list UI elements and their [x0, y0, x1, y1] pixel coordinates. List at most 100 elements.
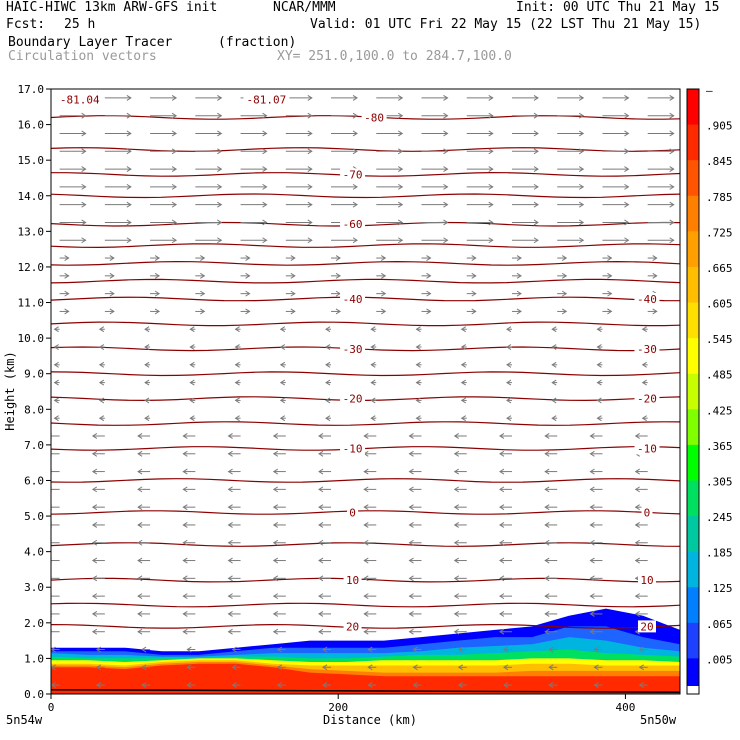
vector-arrowhead — [516, 290, 522, 297]
vector-arrowhead — [589, 575, 595, 582]
vector-arrowhead — [109, 255, 115, 261]
section-start-label: 5n54w — [6, 713, 43, 727]
vector-arrowhead — [561, 290, 568, 297]
vector-arrowhead — [81, 183, 87, 190]
vector-arrowhead — [561, 308, 568, 315]
vector-arrowhead — [276, 682, 283, 689]
vector-arrowhead — [443, 94, 449, 101]
vector-arrowhead — [589, 486, 595, 493]
vector-arrowhead — [499, 593, 505, 600]
vector-arrowhead — [408, 504, 414, 511]
vector-arrowhead — [370, 361, 376, 368]
vector-arrowhead — [154, 308, 161, 315]
y-tick-label: 14.0 — [18, 190, 45, 203]
section-end-label: 5n50w — [640, 713, 677, 727]
vector-arrowhead — [638, 664, 644, 671]
vector-arrowhead — [272, 628, 279, 635]
vector-arrowhead — [272, 486, 279, 493]
vector-arrowhead — [544, 504, 550, 511]
vector-arrowhead — [533, 94, 539, 101]
vector-arrowhead — [182, 539, 188, 546]
contour-label-bg — [634, 392, 660, 405]
vector-arrowhead — [318, 628, 324, 635]
vector-arrowhead — [200, 308, 206, 315]
vector-arrowhead — [443, 219, 449, 226]
vector-arrowhead — [272, 504, 279, 511]
vector-arrowhead — [141, 682, 147, 689]
vector-arrowhead — [460, 326, 467, 333]
vector-arrowhead — [370, 415, 376, 422]
vector-arrowhead — [426, 272, 432, 279]
vector-arrowhead — [408, 522, 414, 528]
vector-arrowhead — [64, 290, 70, 297]
vector-arrowhead — [578, 148, 585, 155]
vector-arrowhead — [624, 237, 630, 244]
vector-arrowhead — [325, 379, 331, 386]
contour-line — [51, 260, 680, 266]
vector-arrowhead — [398, 112, 404, 119]
vector-arrowhead — [126, 219, 132, 226]
vector-arrowhead — [91, 628, 98, 635]
vector-arrowhead — [186, 646, 192, 653]
vector-arrowhead — [561, 255, 568, 261]
x-axis: 0 200 400 — [48, 694, 635, 714]
vector-arrowhead — [182, 557, 188, 564]
vector-arrowhead — [624, 148, 630, 155]
vector-arrowhead — [322, 646, 328, 653]
vector-arrowhead — [217, 94, 223, 101]
colorbar-label: .245 — [706, 511, 733, 524]
vector-arrowhead — [544, 450, 550, 457]
vector-arrowhead — [634, 557, 640, 564]
vector-arrowhead — [412, 682, 418, 689]
colorbar-label: .845 — [706, 155, 733, 168]
vector-arrowhead — [669, 237, 675, 244]
contour-label-bg — [340, 442, 366, 455]
vector-arrowhead — [499, 539, 505, 546]
contour-label: -40 — [637, 293, 657, 306]
vector-arrowhead — [171, 201, 178, 208]
vector-arrowhead — [669, 183, 675, 190]
colorbar-swatch — [687, 302, 699, 339]
vector-arrowhead — [544, 575, 550, 582]
vector-arrowhead — [262, 201, 268, 208]
contour-line — [51, 221, 680, 227]
vector-arrowhead — [137, 557, 143, 564]
vector-arrowhead — [426, 255, 432, 261]
y-tick-label: 9.0 — [24, 368, 44, 381]
vector-arrowhead — [634, 504, 640, 511]
vector-arrowhead — [217, 201, 223, 208]
vector-arrowhead — [669, 130, 675, 137]
vector-arrowhead — [227, 593, 233, 600]
vector-arrowhead — [669, 166, 675, 172]
vector-arrowhead — [245, 255, 251, 261]
colorbar-swatch — [687, 373, 699, 410]
vector-arrowhead — [593, 646, 599, 653]
vector-arrowhead — [453, 593, 460, 600]
vector-arrowhead — [638, 646, 644, 653]
vector-arrowhead — [322, 664, 328, 671]
vector-arrowhead — [453, 450, 460, 457]
vector-arrowhead — [408, 433, 414, 439]
vector-arrowhead — [325, 361, 331, 368]
contour-label-bg — [343, 574, 362, 587]
vector-arrowhead — [144, 361, 150, 368]
colorbar-label: .065 — [706, 618, 733, 631]
contour-label: 10 — [346, 574, 359, 587]
y-tick-label: 13.0 — [18, 225, 45, 238]
vector-arrowhead — [109, 272, 115, 279]
vector-arrowhead — [669, 94, 675, 101]
vector-arrowhead — [81, 112, 87, 119]
colorbar-swatch — [687, 551, 699, 588]
vector-arrowhead — [227, 539, 233, 546]
vector-arrowhead — [234, 326, 240, 333]
vector-arrowhead — [641, 326, 647, 333]
vector-arrowhead — [398, 166, 404, 172]
vector-arrowhead — [217, 237, 223, 244]
vector-arrowhead — [363, 593, 369, 600]
vector-arrowhead — [544, 486, 550, 493]
vector-arrowhead — [533, 166, 539, 172]
vector-arrowhead — [95, 682, 102, 689]
vector-arrowhead — [307, 201, 313, 208]
vector-arrowhead — [453, 557, 460, 564]
